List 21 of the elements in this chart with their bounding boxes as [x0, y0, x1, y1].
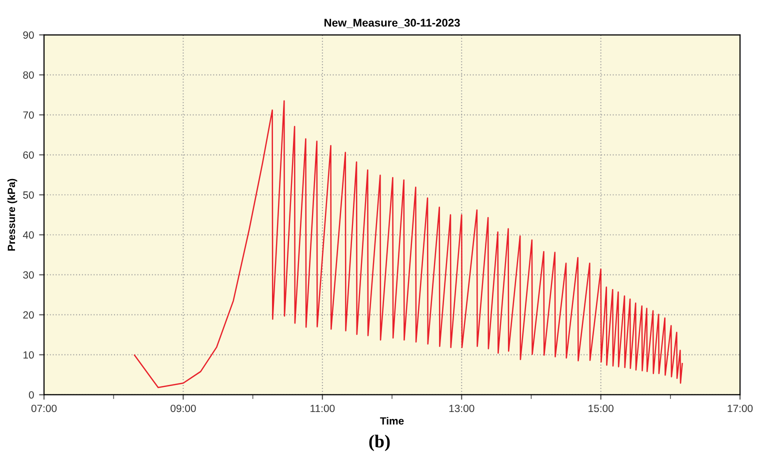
y-tick-label: 40	[22, 231, 34, 239]
y-tick-label: 10	[24, 351, 34, 359]
text: (b)	[369, 434, 390, 452]
x-tick-label: 17:00	[728, 404, 753, 412]
y-tick-label: 70	[23, 111, 34, 119]
y-tick-label: 0	[28, 391, 34, 399]
y-axis-title: Pressure (kPa)	[7, 178, 18, 251]
y-tick-label: 90	[23, 31, 34, 39]
y-tick-label: 60	[23, 151, 34, 159]
y-tick-label: 20	[23, 311, 34, 319]
y-tick-label: 50	[23, 191, 34, 199]
x-tick-label: 11:00	[310, 404, 335, 412]
x-tick-label: 09:00	[170, 404, 196, 412]
x-tick-label: 07:00	[31, 404, 57, 412]
line-series	[134, 100, 683, 388]
chart-title: New_Measure_30-11-2023	[324, 18, 460, 28]
y-tick-label: 80	[23, 71, 34, 79]
y-tick-label: 30	[23, 271, 34, 279]
x-axis-title: Time	[380, 416, 404, 425]
x-tick-label: 13:00	[449, 404, 474, 412]
x-tick-label: 15:00	[588, 404, 614, 412]
